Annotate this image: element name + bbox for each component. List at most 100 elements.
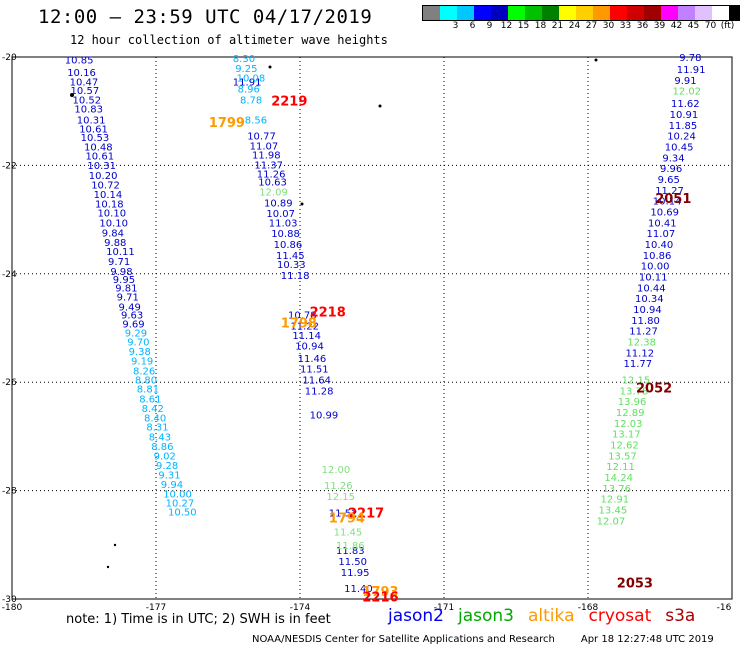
swh-value: 10.47: [70, 77, 99, 88]
colorbar-cell: [644, 6, 661, 20]
track-west-a: 10.8510.1610.4710.5710.5210.8310.3110.61…: [65, 56, 145, 331]
swh-value: 10.78: [288, 310, 317, 321]
swh-value: 11.91: [233, 77, 262, 88]
island-dot: [594, 58, 598, 62]
colorbar-cell: [661, 6, 678, 20]
swh-value: 10.86: [643, 251, 672, 262]
swh-value: 11.51: [300, 365, 329, 376]
pass-label-cryosat: 2219: [271, 94, 307, 109]
swh-value: 10.31: [77, 115, 106, 126]
swh-value: 8.78: [240, 95, 262, 106]
colorbar-label: 70: [704, 21, 717, 31]
swh-value: 9.63: [121, 310, 143, 321]
swh-value: 9.69: [122, 320, 144, 331]
swh-value: 10.72: [91, 180, 120, 191]
swh-value: 11.95: [341, 568, 370, 579]
swh-value: 11.18: [281, 271, 310, 282]
track-west-b: 9.299.709.389.198.268.808.818.618.428.40…: [125, 328, 197, 518]
swh-value: 9.71: [117, 293, 139, 304]
swh-value: 9.38: [129, 347, 151, 358]
swh-value: 12.02: [672, 87, 701, 98]
altimeter-map: -180 -177 -174 -171 -168 -16 -20 -22 -24 -26 -28 -3…: [2, 53, 733, 610]
swh-value: 11.26: [324, 481, 353, 492]
swh-value: 8.86: [151, 442, 173, 453]
swh-value: 11.80: [631, 316, 660, 327]
swh-value: 9.71: [108, 257, 130, 268]
swh-value: 9.78: [679, 53, 701, 64]
swh-value: 10.52: [72, 95, 101, 106]
track-east-green: 12.02 12.38 12.1513.7813.9612.8912.0313.17…: [597, 87, 701, 528]
swh-value: 9.70: [127, 338, 149, 349]
swh-value: 10.00: [163, 489, 192, 500]
swh-value: 8.96: [238, 84, 260, 95]
swh-value: 9.49: [119, 302, 141, 313]
island-dots: [70, 58, 598, 569]
swh-value: 10.27: [166, 499, 195, 510]
colorbar-cell: [457, 6, 474, 20]
colorbar-cell: [491, 6, 508, 20]
colorbar-cell: [508, 6, 525, 20]
pass-label-s3a: 2051: [655, 192, 691, 207]
island-dot: [113, 543, 117, 547]
swh-value: 13.76: [602, 484, 631, 495]
swh-value: 9.94: [161, 480, 183, 491]
swh-value: 13.57: [608, 451, 637, 462]
swh-value: 9.28: [156, 461, 178, 472]
swh-value: 11.77: [624, 359, 653, 370]
swh-value: 9.19: [131, 357, 153, 368]
map-grid: [12, 57, 732, 599]
swh-value: 11.12: [625, 348, 654, 359]
lon-label: -171: [434, 603, 454, 610]
swh-value: 10.94: [633, 305, 662, 316]
swh-value: 11.45: [276, 251, 305, 262]
lon-label: -180: [2, 603, 23, 610]
swh-value: 10.94: [295, 341, 324, 352]
swh-value: 11.37: [254, 160, 283, 171]
swh-value: 11.26: [257, 170, 286, 181]
colorbar-cell: [610, 6, 627, 20]
wave-height-colorbar: [422, 5, 740, 21]
swh-value: 9.31: [158, 470, 180, 481]
colorbar-cell: [474, 6, 491, 20]
legend-s3a: s3a: [665, 606, 696, 626]
swh-value: 8.61: [139, 394, 161, 405]
colorbar-label: 27: [585, 21, 598, 31]
footer: NOAA/NESDIS Center for Satellite Applica…: [252, 634, 714, 645]
swh-value: 9.81: [115, 283, 137, 294]
swh-value: 10.11: [106, 247, 135, 258]
swh-value: 10.24: [667, 132, 696, 143]
swh-value: 10.16: [67, 68, 96, 79]
swh-value: 11.07: [647, 229, 676, 240]
swh-value: 12.09: [259, 187, 288, 198]
pass-label-altika: 1793: [362, 585, 398, 600]
lat-label: -26: [2, 378, 17, 388]
colorbar-label: 9: [486, 21, 493, 31]
colorbar-cell: [627, 6, 644, 20]
swh-value: 8.80: [135, 375, 157, 386]
swh-value: 9.91: [674, 76, 696, 87]
swh-value: 9.29: [125, 328, 147, 339]
legend-jason2: jason2: [388, 606, 444, 626]
swh-value: 12.00: [322, 465, 351, 476]
pass-label-s3a: 2053: [617, 577, 653, 592]
colorbar-label: 15: [517, 21, 530, 31]
lat-label: -24: [2, 270, 17, 280]
swh-value: 8.40: [144, 413, 166, 424]
swh-value: 10.69: [650, 207, 679, 218]
swh-value: 11.07: [250, 141, 279, 152]
lon-label: -174: [290, 603, 311, 610]
pass-label-s3a: 2052: [636, 382, 672, 397]
track-east: 9.7811.919.9111.6210.9111.8510.2410.459.…: [624, 53, 706, 370]
swh-value: 10.61: [79, 125, 108, 136]
legend-altika: altika: [528, 606, 575, 626]
swh-value: 9.02: [154, 451, 176, 462]
colorbar-label: 12: [500, 21, 513, 31]
altimeter-tracks: 10.8510.1610.4710.5710.5210.8310.3110.61…: [65, 53, 706, 595]
swh-value: 11.86: [336, 541, 365, 552]
island-dot: [268, 65, 272, 69]
colorbar-label: 21: [551, 21, 564, 31]
colorbar-label: 45: [687, 21, 700, 31]
swh-value: 10.07: [266, 209, 295, 220]
